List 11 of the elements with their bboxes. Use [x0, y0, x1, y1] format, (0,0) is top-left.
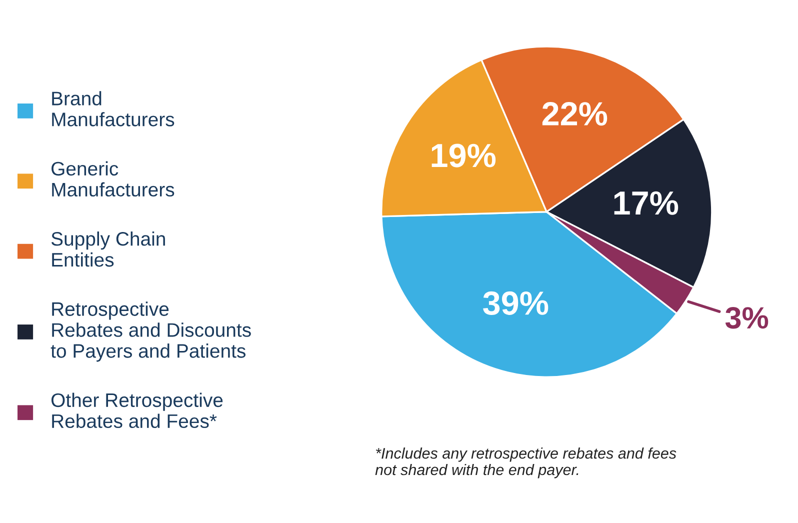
- legend-label: Brand Manufacturers: [52, 91, 174, 126]
- legend-label: Generic Manufacturers: [52, 161, 174, 197]
- data-label: 3%: [725, 307, 768, 329]
- text: *Includes any retrospective rebates and fees not shared with the end payer.: [375, 448, 676, 478]
- legend-label: Other Retrospective Rebates and Fees*: [51, 392, 223, 428]
- data-label: 22%: [542, 102, 608, 126]
- legend-label: Retrospective Rebates and Discounts to Payers and Patients: [50, 302, 251, 362]
- legend-label: Supply Chain Entities: [51, 231, 165, 267]
- data-label: 17%: [614, 191, 678, 215]
- data-label: 19%: [432, 144, 496, 168]
- data-label: 39%: [483, 291, 548, 316]
